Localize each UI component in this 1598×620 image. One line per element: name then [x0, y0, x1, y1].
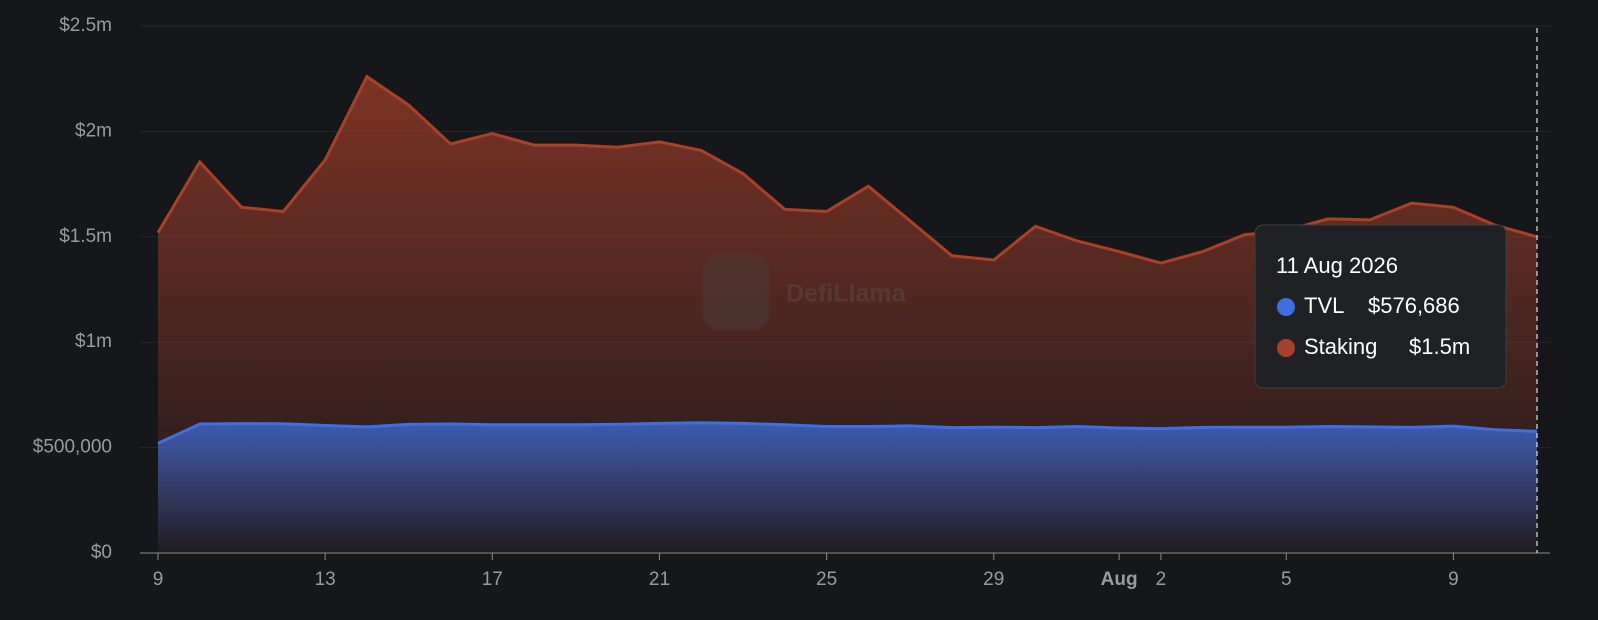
watermark-text: DefiLlama	[786, 280, 907, 308]
tooltip-series: Staking	[1304, 334, 1377, 359]
y-tick-label: $1m	[75, 331, 112, 352]
x-tick-label: 9	[153, 569, 164, 590]
tooltip-dot	[1277, 339, 1295, 357]
y-tick-label: $2m	[75, 120, 112, 141]
x-tick-label: Aug	[1101, 569, 1138, 590]
area	[158, 422, 1537, 553]
tooltip-date: 11 Aug 2026	[1276, 253, 1398, 278]
line	[157, 421, 1538, 445]
x-tick-label: 13	[315, 569, 336, 590]
y-tick-label: $2.5m	[59, 15, 112, 36]
axes: $0$500,000$1m$1.5m$2m$2.5m9 13 17 21 25 29 Aug…	[33, 15, 1550, 590]
tooltip-value: $576,686	[1368, 293, 1460, 318]
x-tick-label: 25	[816, 569, 837, 590]
tooltip-box	[1254, 224, 1507, 389]
watermark: DefiLlama	[703, 254, 907, 330]
x-tick-label: 9	[1448, 569, 1459, 590]
x-tick-label: 21	[649, 569, 670, 590]
y-tick-label: $1.5m	[59, 226, 112, 247]
x-tick-label: 2	[1156, 569, 1167, 590]
areas	[156, 74, 1538, 553]
x-tick-label: 17	[482, 569, 503, 590]
y-tick-label: $500,000	[33, 437, 112, 458]
tooltip: 11 Aug 2026 TVL $576,686 Staking $1.5m	[1254, 224, 1507, 389]
tooltip-series: TVL	[1304, 293, 1344, 318]
watermark-logo	[703, 254, 769, 330]
y-tick-label: $0	[91, 542, 112, 563]
tooltip-value: $1.5m	[1409, 334, 1470, 359]
x-tick-label: 5	[1281, 569, 1292, 590]
tooltip-dot	[1277, 298, 1295, 316]
x-tick-label: 29	[983, 569, 1004, 590]
